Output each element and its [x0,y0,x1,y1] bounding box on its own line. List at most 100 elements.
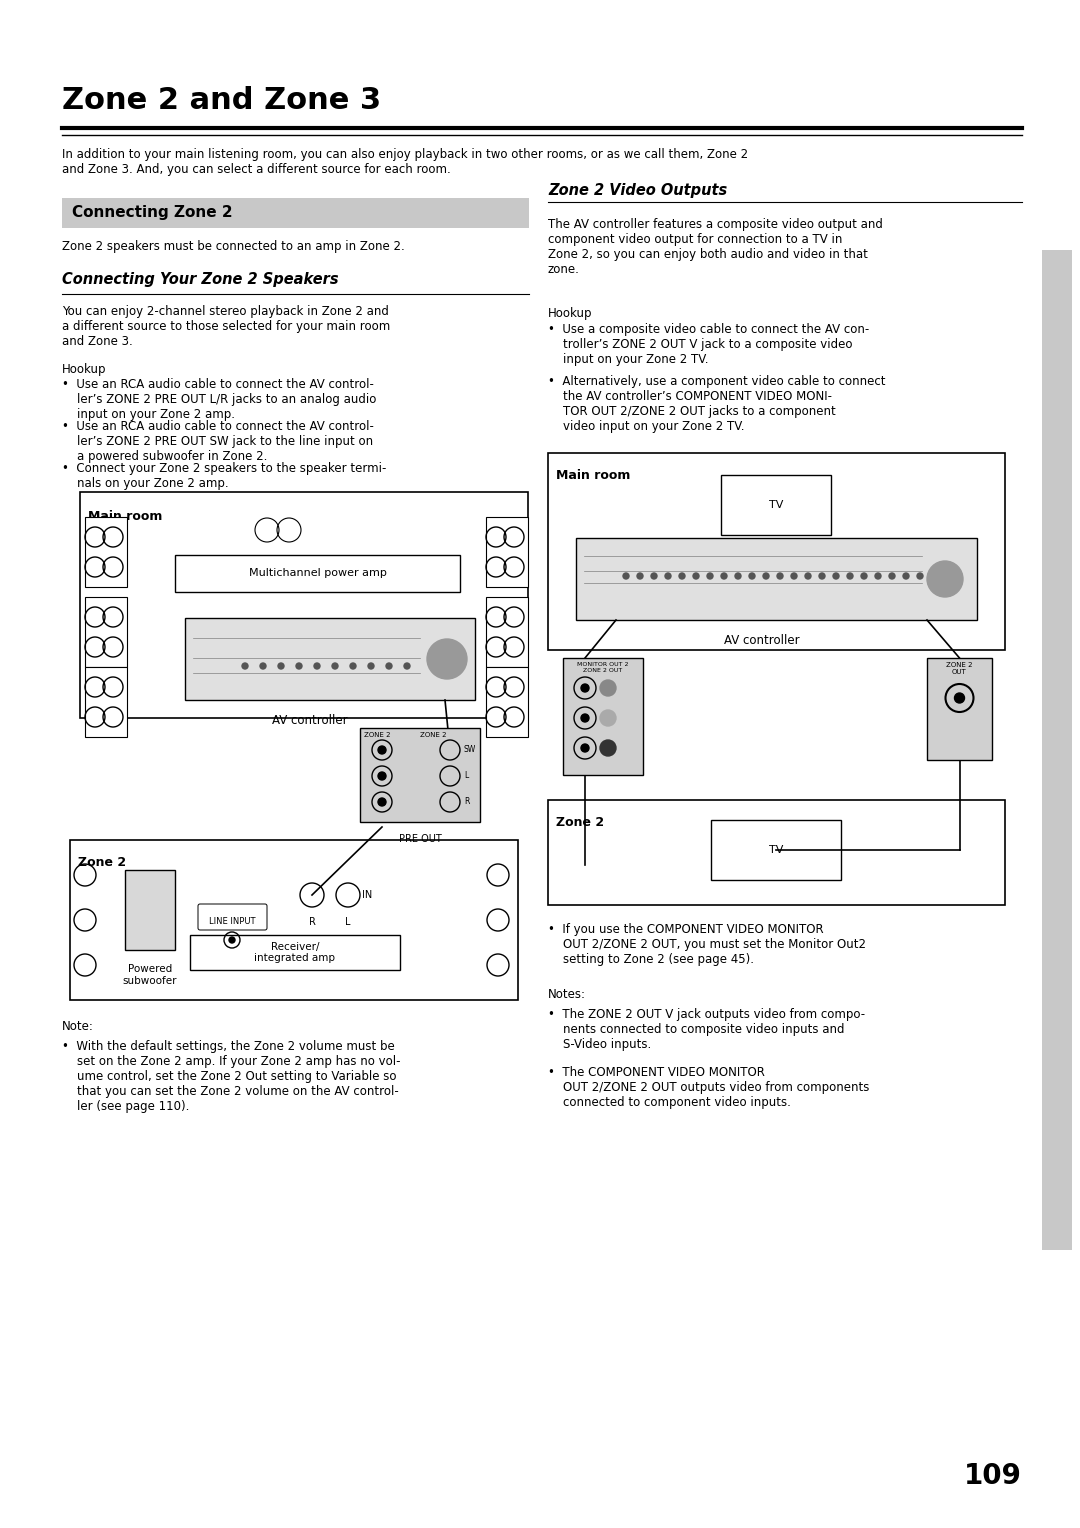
Circle shape [762,573,769,579]
Text: L: L [464,772,469,781]
Text: R: R [464,798,470,807]
Circle shape [296,663,302,669]
Circle shape [378,746,386,753]
Circle shape [927,561,963,597]
Bar [190,935,400,970]
Text: IN: IN [362,889,373,900]
Text: Powered
subwoofer: Powered subwoofer [123,964,177,986]
Text: Zone 2 speakers must be connected to an amp in Zone 2.: Zone 2 speakers must be connected to an … [62,240,405,254]
FancyBboxPatch shape [198,905,267,931]
Text: Connecting Zone 2: Connecting Zone 2 [72,205,232,220]
Text: LINE INPUT: LINE INPUT [208,917,255,926]
Text: •  Use an RCA audio cable to connect the AV control-
    ler’s ZONE 2 PRE OUT L/: • Use an RCA audio cable to connect the … [62,377,376,422]
Text: In addition to your main listening room, you can also enjoy playback in two othe: In addition to your main listening room,… [62,148,748,176]
Circle shape [581,714,589,723]
Bar [62,199,529,228]
Text: •  The COMPONENT VIDEO MONITOR
    OUT 2/ZONE 2 OUT outputs video from component: • The COMPONENT VIDEO MONITOR OUT 2/ZONE… [548,1067,869,1109]
Bar [85,597,127,668]
Circle shape [805,573,811,579]
Circle shape [847,573,853,579]
Circle shape [819,573,825,579]
Circle shape [368,663,374,669]
Circle shape [581,744,589,752]
Circle shape [955,694,964,703]
Bar [360,727,480,822]
Text: Note:: Note: [62,1021,94,1033]
Text: L: L [346,917,351,927]
Circle shape [721,573,727,579]
Circle shape [229,937,235,943]
Bar [721,475,831,535]
Circle shape [917,573,923,579]
Text: You can enjoy 2-channel stereo playback in Zone 2 and
a different source to thos: You can enjoy 2-channel stereo playback … [62,306,390,348]
Text: ZONE 2: ZONE 2 [420,732,446,738]
Bar [486,597,528,668]
Circle shape [278,663,284,669]
Circle shape [427,639,467,678]
Circle shape [637,573,643,579]
Circle shape [791,573,797,579]
Circle shape [332,663,338,669]
Circle shape [875,573,881,579]
Circle shape [600,711,616,726]
Circle shape [750,573,755,579]
Circle shape [600,740,616,756]
Text: Connecting Your Zone 2 Speakers: Connecting Your Zone 2 Speakers [62,272,339,287]
Bar [548,452,1005,649]
Circle shape [889,573,895,579]
Text: The AV controller features a composite video output and
component video output f: The AV controller features a composite v… [548,219,882,277]
Text: •  Use a composite video cable to connect the AV con-
    troller’s ZONE 2 OUT V: • Use a composite video cable to connect… [548,322,869,367]
Bar [70,840,518,999]
Bar [576,538,977,620]
Text: 109: 109 [964,1462,1022,1490]
Text: Zone 2 and Zone 3: Zone 2 and Zone 3 [62,86,381,115]
Circle shape [665,573,671,579]
Text: •  Connect your Zone 2 speakers to the speaker termi-
    nals on your Zone 2 am: • Connect your Zone 2 speakers to the sp… [62,461,387,490]
Bar [125,869,175,950]
Text: Zone 2 Video Outputs: Zone 2 Video Outputs [548,183,727,199]
Text: Zone 2: Zone 2 [556,816,604,830]
Circle shape [707,573,713,579]
Circle shape [386,663,392,669]
Text: AV controller: AV controller [724,634,799,646]
Text: Main room: Main room [556,469,631,481]
Circle shape [378,772,386,779]
Text: TV: TV [769,500,783,510]
Circle shape [903,573,909,579]
Bar [486,668,528,736]
Text: Hookup: Hookup [548,307,593,319]
Circle shape [378,798,386,805]
Circle shape [404,663,410,669]
Bar [1042,251,1072,1250]
Circle shape [861,573,867,579]
Circle shape [651,573,657,579]
Text: •  If you use the COMPONENT VIDEO MONITOR
    OUT 2/ZONE 2 OUT, you must set the: • If you use the COMPONENT VIDEO MONITOR… [548,923,866,966]
Circle shape [623,573,629,579]
Text: TV: TV [769,845,783,856]
Circle shape [679,573,685,579]
Text: Main room: Main room [87,510,162,523]
Text: Zone 2: Zone 2 [78,856,126,869]
Bar [185,617,475,700]
Text: MONITOR OUT 2
ZONE 2 OUT: MONITOR OUT 2 ZONE 2 OUT [577,662,629,672]
Bar [175,555,460,591]
Text: •  Alternatively, use a component video cable to connect
    the AV controller’s: • Alternatively, use a component video c… [548,374,886,432]
Circle shape [350,663,356,669]
Text: AV controller: AV controller [272,714,348,727]
Bar [711,821,841,880]
Circle shape [693,573,699,579]
Circle shape [260,663,266,669]
Text: Multichannel power amp: Multichannel power amp [248,568,387,579]
Text: •  With the default settings, the Zone 2 volume must be
    set on the Zone 2 am: • With the default settings, the Zone 2 … [62,1041,401,1112]
Text: Receiver/
integrated amp: Receiver/ integrated amp [255,941,336,963]
Bar [548,801,1005,905]
Bar [85,668,127,736]
Text: Hookup: Hookup [62,364,107,376]
Text: •  Use an RCA audio cable to connect the AV control-
    ler’s ZONE 2 PRE OUT SW: • Use an RCA audio cable to connect the … [62,420,374,463]
Bar [927,659,993,759]
Text: Notes:: Notes: [548,989,586,1001]
Text: R: R [309,917,315,927]
Text: ZONE 2: ZONE 2 [364,732,391,738]
Circle shape [314,663,320,669]
Text: •  The ZONE 2 OUT V jack outputs video from compo-
    nents connected to compos: • The ZONE 2 OUT V jack outputs video fr… [548,1008,865,1051]
